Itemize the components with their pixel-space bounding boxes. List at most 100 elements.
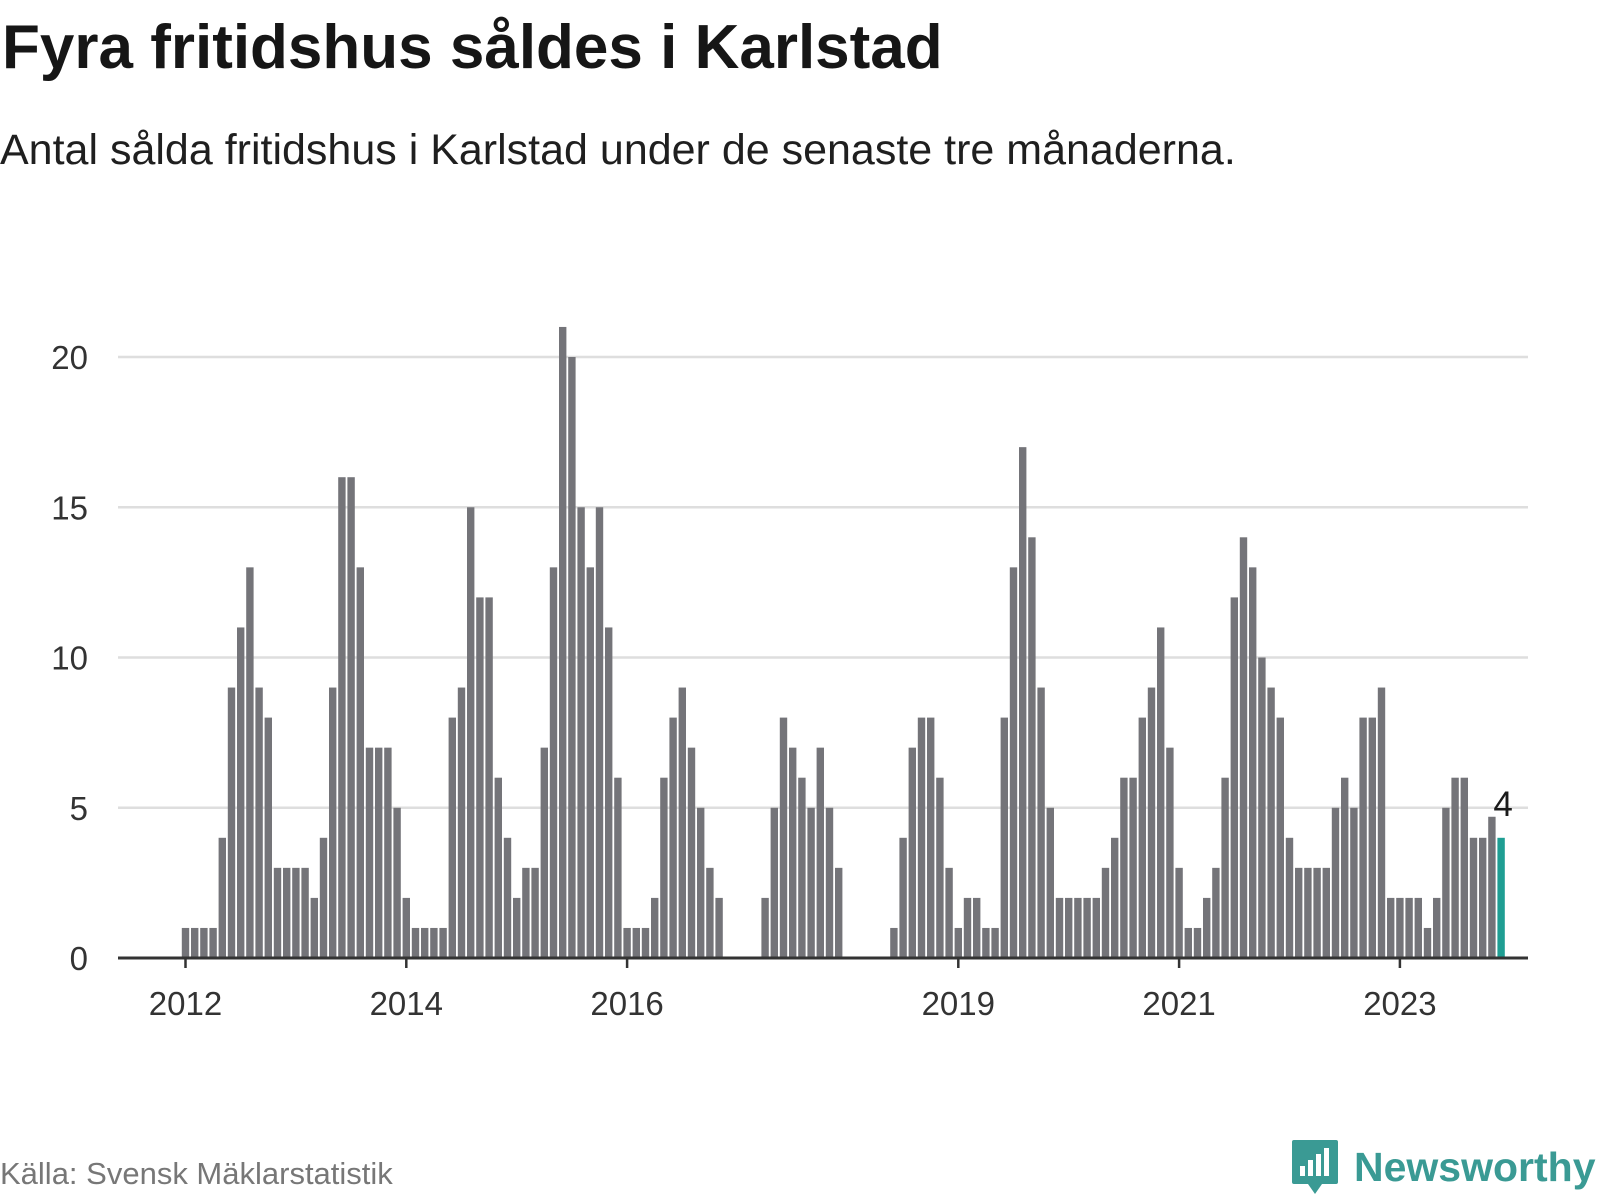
bar (1341, 777, 1349, 958)
bar (218, 837, 226, 958)
bar (1488, 816, 1496, 958)
bar (209, 927, 217, 958)
bar (908, 747, 916, 958)
bar (1221, 777, 1229, 958)
bar (899, 837, 907, 958)
bar (559, 326, 567, 958)
bar (1387, 897, 1395, 958)
bar (1350, 807, 1358, 958)
bar (761, 897, 769, 958)
bar (1129, 777, 1137, 958)
bar (1037, 687, 1045, 958)
bar (1295, 867, 1303, 958)
bar (476, 597, 484, 958)
bar (605, 627, 613, 958)
bar (227, 687, 236, 958)
bar (577, 507, 585, 958)
bar (1442, 807, 1450, 958)
bar (954, 927, 962, 958)
bar (789, 747, 797, 958)
bar (1111, 837, 1119, 958)
bar (301, 867, 309, 958)
y-tick-label: 15 (51, 489, 88, 526)
bar (1267, 687, 1275, 958)
bar (347, 477, 355, 958)
bar (384, 747, 392, 958)
bar (402, 897, 410, 958)
bar (945, 867, 953, 958)
bar (595, 507, 604, 958)
bar (1276, 717, 1284, 958)
bar (1092, 897, 1100, 958)
bar (807, 807, 815, 958)
bar (1212, 867, 1220, 958)
bar (1331, 807, 1340, 958)
bar (503, 837, 512, 958)
bar (1359, 717, 1367, 958)
bar (687, 747, 696, 958)
bar (568, 357, 576, 958)
bar (1184, 927, 1192, 958)
bar (963, 897, 972, 958)
bar (1285, 837, 1294, 958)
bar (283, 867, 291, 958)
bar (1074, 897, 1082, 958)
bar (816, 747, 824, 958)
bar (1249, 567, 1257, 958)
bar (1000, 717, 1008, 958)
bar (1065, 897, 1073, 958)
bar (1203, 897, 1211, 958)
bars (181, 326, 1505, 958)
y-tick-label: 5 (70, 790, 88, 827)
bar (375, 747, 383, 958)
bar (927, 717, 935, 958)
y-tick-label: 0 (70, 940, 88, 977)
bar (1230, 597, 1238, 958)
bar (1019, 447, 1027, 958)
bar (310, 897, 318, 958)
source-note: Källa: Svensk Mäklarstatistik (0, 1156, 393, 1191)
bar (1322, 867, 1330, 958)
bar (1101, 867, 1110, 958)
bar (393, 807, 401, 958)
bar (411, 927, 420, 958)
bar (365, 747, 374, 958)
y-tick-label: 10 (51, 640, 88, 677)
bar-chart: 0 5 10 15 20 4 2012 2014 2016 2019 2021 2023 (51, 326, 1528, 1022)
bar (246, 567, 254, 958)
latest-value-label: 4 (1493, 785, 1512, 824)
bar (549, 567, 558, 958)
bar (200, 927, 208, 958)
bar (798, 777, 806, 958)
bar (1423, 927, 1432, 958)
bar (1396, 897, 1404, 958)
bar (467, 507, 475, 958)
bar (338, 477, 346, 958)
x-tick-label: 2021 (1142, 985, 1215, 1022)
bar (973, 897, 981, 958)
bar (191, 927, 199, 958)
bar-latest (1497, 837, 1505, 958)
axes (118, 956, 1528, 968)
bar (1175, 867, 1183, 958)
bar (835, 867, 843, 958)
bar (273, 867, 282, 958)
bar (651, 897, 659, 958)
bar (181, 927, 190, 958)
bar (1157, 627, 1165, 958)
x-tick-label: 2012 (149, 985, 222, 1022)
bar (494, 777, 502, 958)
bar (264, 717, 272, 958)
x-tick-label: 2019 (922, 985, 995, 1022)
bar (1258, 657, 1266, 958)
x-tick-label: 2014 (370, 985, 443, 1022)
bar (586, 567, 594, 958)
bar (1368, 717, 1376, 958)
bar (1414, 897, 1422, 958)
bar (1433, 897, 1441, 958)
bar (329, 687, 337, 958)
y-tick-label: 20 (51, 339, 88, 376)
bar (623, 927, 631, 958)
bar (1405, 897, 1413, 958)
bar (531, 867, 539, 958)
